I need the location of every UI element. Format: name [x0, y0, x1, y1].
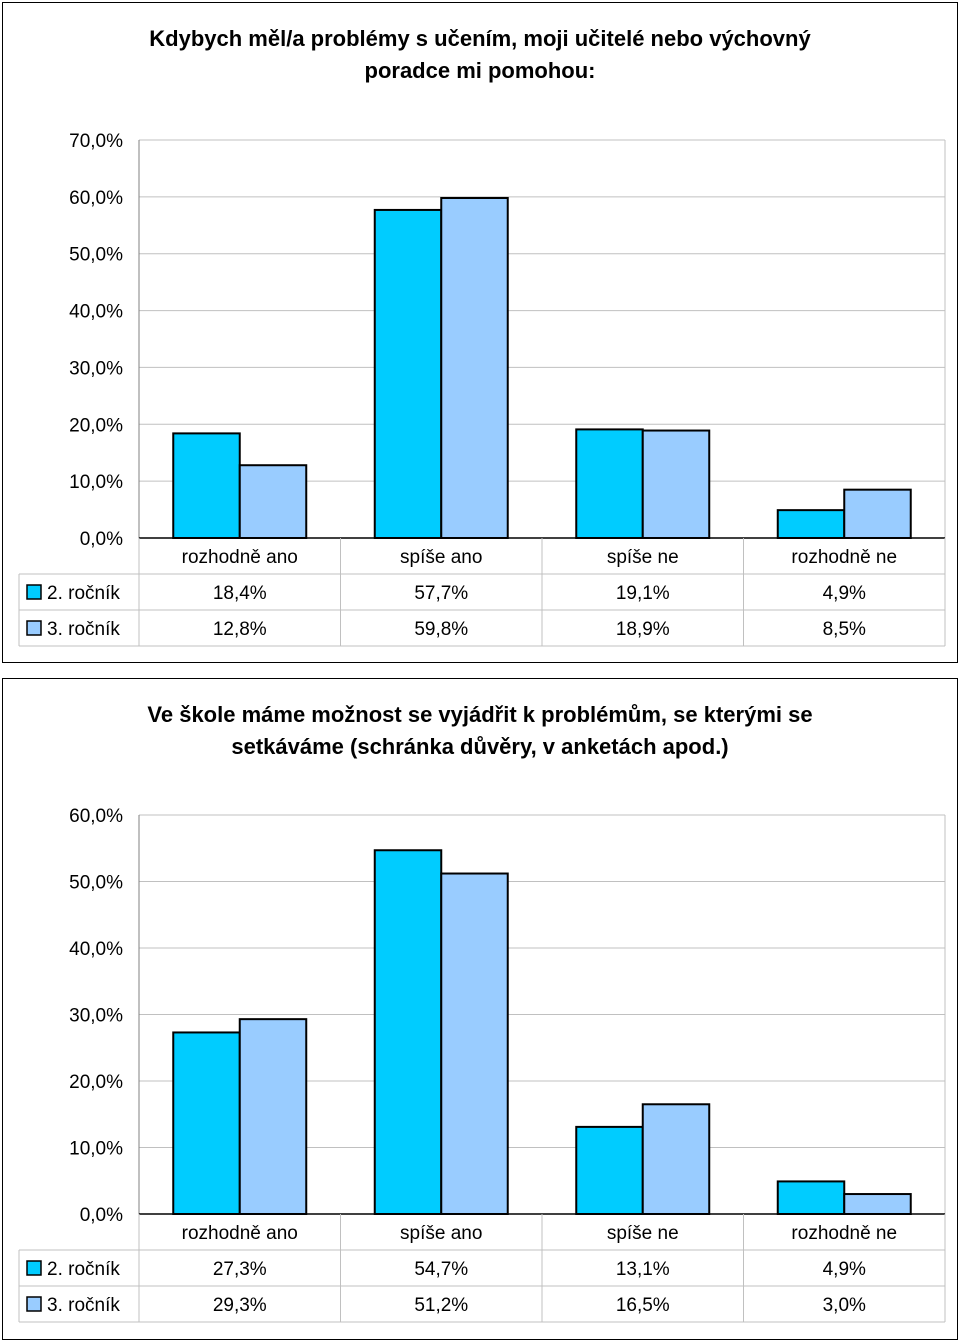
- chart-1-bar-s1-c3: [575, 428, 644, 540]
- chart-1-legend-label-s2: 3. ročník: [47, 619, 120, 640]
- chart-1-y-tick-label: 40,0%: [69, 302, 123, 323]
- chart-2-data-label-s2-c3: 16,5%: [616, 1295, 670, 1316]
- chart-2-y-tick-label: 10,0%: [69, 1139, 123, 1160]
- chart-1-bar-s1-c1: [172, 432, 241, 539]
- chart-2-bar-s2-c4: [843, 1193, 912, 1215]
- chart-2-bar-s2-c1: [238, 1018, 308, 1215]
- chart-1-bar-s1-c2: [373, 208, 443, 539]
- chart-2-data-label-s1-c1: 27,3%: [213, 1259, 267, 1280]
- chart-2-bar-s1-c2: [373, 849, 443, 1215]
- chart-2-bar-s1-c3: [575, 1125, 644, 1216]
- chart-2-data-label-s1-c3: 13,1%: [616, 1259, 670, 1280]
- chart-1-bar-s2-c4: [843, 488, 912, 539]
- chart-1-title-line-1: Kdybych měl/a problémy s učením, moji uč…: [149, 26, 811, 51]
- chart-1-data-label-s2-c3: 18,9%: [616, 619, 670, 640]
- chart-2-category-label: rozhodně ano: [182, 1223, 298, 1244]
- chart-1-y-tick-label: 50,0%: [69, 245, 123, 266]
- chart-2-title-line-1: Ve škole máme možnost se vyjádřit k prob…: [147, 702, 813, 727]
- chart-2-y-tick-label: 30,0%: [69, 1006, 123, 1027]
- chart-1-y-tick-label: 70,0%: [69, 131, 123, 152]
- chart-1-plot: 0,0% 10,0% 20,0% 30,0% 40,0% 50,0% 60,0% 70,0% r…: [18, 131, 946, 647]
- chart-2-data-label-s2-c4: 3,0%: [823, 1295, 866, 1316]
- chart-1: Kdybych měl/a problémy s učením, moji uč…: [2, 2, 958, 663]
- chart-2-title: Ve škole máme možnost se vyjádřit k prob…: [3, 699, 957, 763]
- chart-1-category-label: rozhodně ne: [791, 547, 897, 568]
- chart-2-legend-key-s1: [26, 1260, 42, 1276]
- chart-1-legend-key-s1: [26, 584, 42, 600]
- chart-2-category-label: spíše ne: [607, 1223, 679, 1244]
- chart-1-bar-s2-c3: [641, 429, 711, 540]
- chart-1-y-tick-label: 10,0%: [69, 472, 123, 493]
- chart-2-bar-s2-c3: [641, 1103, 711, 1215]
- chart-1-category-label: rozhodně ano: [182, 547, 298, 568]
- chart-2-data-label-s1-c4: 4,9%: [823, 1259, 866, 1280]
- chart-1-title: Kdybych měl/a problémy s učením, moji uč…: [3, 23, 957, 87]
- chart-2-bar-s1-c4: [776, 1180, 846, 1216]
- chart-2-bar-s1-c1: [172, 1031, 241, 1215]
- chart-1-legend-label-s1: 2. ročník: [47, 583, 120, 604]
- chart-1-bar-s2-c1: [238, 464, 308, 540]
- chart-1-title-line-2: poradce mi pomohou:: [364, 58, 596, 83]
- chart-1-category-label: spíše ano: [400, 547, 482, 568]
- chart-2: Ve škole máme možnost se vyjádřit k prob…: [2, 678, 958, 1340]
- chart-1-data-label-s1-c2: 57,7%: [414, 583, 468, 604]
- chart-2-y-tick-label: 40,0%: [69, 939, 123, 960]
- chart-2-legend-label-s2: 3. ročník: [47, 1295, 120, 1316]
- chart-1-data-label-s1-c4: 4,9%: [823, 583, 866, 604]
- chart-1-data-label-s1-c3: 19,1%: [616, 583, 670, 604]
- chart-1-category-label: spíše ne: [607, 547, 679, 568]
- chart-2-category-label: rozhodně ne: [791, 1223, 897, 1244]
- chart-2-category-label: spíše ano: [400, 1223, 482, 1244]
- chart-1-y-tick-label: 20,0%: [69, 415, 123, 436]
- chart-1-y-tick-label: 60,0%: [69, 188, 123, 209]
- chart-2-y-tick-label: 0,0%: [80, 1205, 123, 1226]
- chart-1-data-label-s2-c4: 8,5%: [823, 619, 866, 640]
- chart-2-data-label-s2-c1: 29,3%: [213, 1295, 267, 1316]
- chart-2-title-line-2: setkáváme (schránka důvěry, v anketách a…: [231, 734, 729, 759]
- chart-2-data-label-s2-c2: 51,2%: [414, 1295, 468, 1316]
- chart-1-y-tick-label: 0,0%: [80, 529, 123, 550]
- chart-2-legend-label-s1: 2. ročník: [47, 1259, 120, 1280]
- chart-1-data-label-s1-c1: 18,4%: [213, 583, 267, 604]
- chart-2-y-tick-label: 50,0%: [69, 873, 123, 894]
- chart-1-data-label-s2-c1: 12,8%: [213, 619, 267, 640]
- chart-2-plot: 0,0% 10,0% 20,0% 30,0% 40,0% 50,0% 60,0% rozhod…: [18, 806, 946, 1323]
- chart-1-data-label-s2-c2: 59,8%: [414, 619, 468, 640]
- chart-2-legend-key-s2: [26, 1296, 42, 1312]
- chart-2-bar-s2-c2: [440, 872, 509, 1216]
- chart-2-data-label-s1-c2: 54,7%: [414, 1259, 468, 1280]
- chart-1-bar-s2-c2: [440, 196, 509, 539]
- chart-1-legend-key-s2: [26, 620, 42, 636]
- chart-1-bar-s1-c4: [776, 509, 846, 540]
- chart-2-y-tick-label: 60,0%: [69, 806, 123, 827]
- chart-1-y-tick-label: 30,0%: [69, 358, 123, 379]
- chart-2-y-tick-label: 20,0%: [69, 1072, 123, 1093]
